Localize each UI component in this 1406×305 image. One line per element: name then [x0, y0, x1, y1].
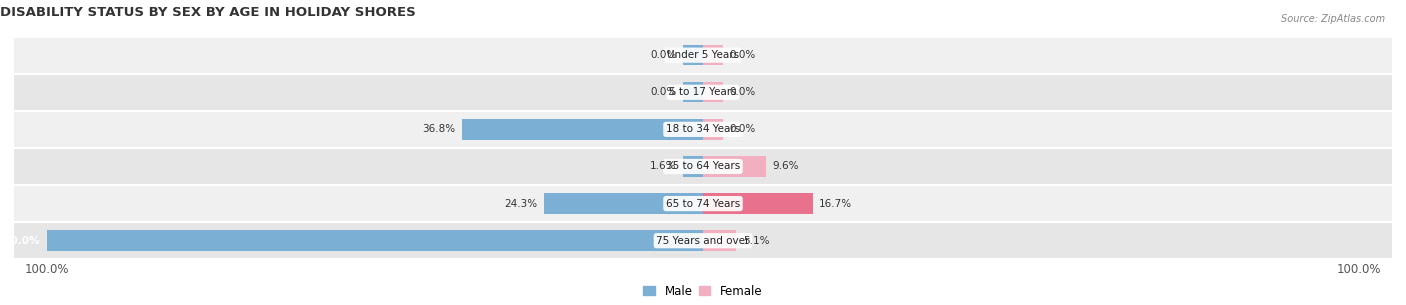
Text: 9.6%: 9.6% [772, 161, 799, 171]
Bar [461, 119, 703, 140]
Text: 100.0%: 100.0% [0, 236, 41, 246]
Bar [14, 185, 1392, 222]
Text: Under 5 Years: Under 5 Years [666, 50, 740, 60]
Text: 35 to 64 Years: 35 to 64 Years [666, 161, 740, 171]
Bar [703, 193, 813, 214]
Text: 24.3%: 24.3% [503, 199, 537, 209]
Bar [544, 193, 703, 214]
Bar [14, 148, 1392, 185]
Text: 5.1%: 5.1% [742, 236, 769, 246]
Bar [14, 222, 1392, 259]
Bar [703, 119, 723, 140]
Text: 0.0%: 0.0% [651, 50, 676, 60]
Text: 0.0%: 0.0% [730, 50, 755, 60]
Bar [703, 82, 723, 102]
Text: 16.7%: 16.7% [820, 199, 852, 209]
Bar [46, 231, 703, 251]
Text: 65 to 74 Years: 65 to 74 Years [666, 199, 740, 209]
Bar [683, 82, 703, 102]
Text: 0.0%: 0.0% [651, 87, 676, 97]
Bar [14, 37, 1392, 74]
Legend: Male, Female: Male, Female [638, 280, 768, 302]
Bar [703, 156, 766, 177]
Bar [703, 45, 723, 65]
Text: 0.0%: 0.0% [730, 87, 755, 97]
Bar [14, 74, 1392, 111]
Text: 1.6%: 1.6% [650, 161, 676, 171]
Text: Source: ZipAtlas.com: Source: ZipAtlas.com [1281, 14, 1385, 24]
Bar [683, 45, 703, 65]
Text: 36.8%: 36.8% [422, 124, 456, 135]
Bar [14, 111, 1392, 148]
Bar [683, 156, 703, 177]
Text: 18 to 34 Years: 18 to 34 Years [666, 124, 740, 135]
Text: 75 Years and over: 75 Years and over [657, 236, 749, 246]
Text: 5 to 17 Years: 5 to 17 Years [669, 87, 737, 97]
Bar [703, 231, 737, 251]
Text: 0.0%: 0.0% [730, 124, 755, 135]
Text: DISABILITY STATUS BY SEX BY AGE IN HOLIDAY SHORES: DISABILITY STATUS BY SEX BY AGE IN HOLID… [0, 6, 416, 19]
